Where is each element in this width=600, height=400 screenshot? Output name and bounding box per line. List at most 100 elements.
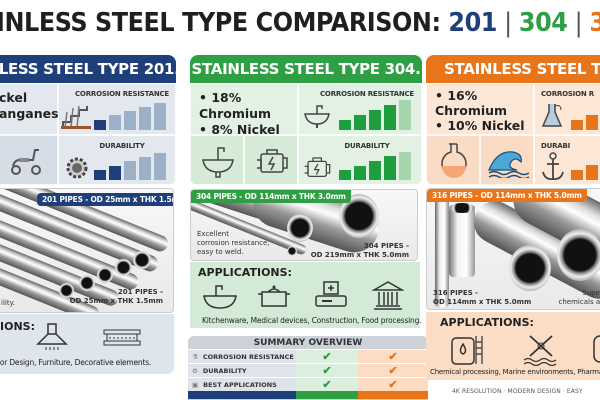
pipe-note-line: 201 PIPES - — [117, 288, 163, 296]
pipes-image-316: 316 PIPES - OD 114mm x THK 5.0mm 316 PIP… — [426, 188, 600, 310]
header-201-text: NLESS STEEL TYPE 201. — [0, 60, 176, 78]
pipe-note-line: 304 PIPES - — [363, 242, 409, 250]
applications-text: Chemical processing, Marine environments… — [430, 368, 600, 376]
flask-icon — [541, 104, 563, 127]
composition-line: • 10% Nickel — [435, 118, 525, 133]
summary-overview: SUMMARY OVERVIEW ⚗ CORROSION RESISTANCE ✔… — [188, 336, 428, 400]
briefcase-icon: ▣ — [192, 380, 199, 389]
summary-row: ▣ BEST APPLICATIONS ✔ ✔ — [188, 377, 428, 391]
corrosion-304: CORROSION RESISTANCE — [298, 83, 422, 135]
pipe-note-line: Excellent — [197, 230, 229, 238]
composition-line: • 16% Chromium — [435, 88, 508, 118]
summary-heading: SUMMARY OVERVIEW — [253, 338, 363, 348]
summary-color-bar — [188, 391, 428, 399]
range-hood-icon — [36, 323, 68, 350]
staircase-icon — [61, 105, 91, 129]
chemical-tank-icon — [451, 336, 483, 365]
applications-heading: APPLICATIONS: — [198, 266, 292, 279]
corrosion-bars-316 — [571, 110, 600, 130]
durability-304: DURABILITY — [298, 135, 422, 185]
durability-label: DURABI — [541, 142, 571, 150]
cooking-pot-icon — [258, 285, 290, 307]
anchor-icon — [542, 152, 564, 181]
pipe-note-line: chemicals and — [558, 298, 600, 306]
composition-line: ckel — [0, 90, 28, 105]
corrosion-316: CORROSION R — [534, 83, 600, 135]
applications-heading: APPLICATIONS: — [440, 316, 534, 329]
summary-row: ⚙ DURABILITY ✔ ✔ — [188, 363, 428, 377]
applications-201: IONS: ior Design, Furniture, Decorative … — [0, 314, 174, 374]
kitchen-sink-icon — [203, 285, 237, 309]
flask-icon: ⚗ — [192, 352, 198, 361]
check-icon: ✔ — [296, 364, 358, 377]
durability-label: DURABILITY — [344, 142, 390, 150]
header-201: NLESS STEEL TYPE 201. — [0, 55, 176, 83]
engine-icon — [304, 157, 331, 177]
title-separator: | — [496, 8, 519, 38]
composition-201: ckel anganese — [0, 83, 67, 135]
corrosion-bars-201 — [94, 103, 166, 130]
title-text: AINLESS STEEL TYPE COMPARISON: — [0, 8, 449, 38]
engine-cell — [244, 135, 298, 185]
footer-tagline: 4K RESOLUTION · MODERN DESIGN · EASY — [452, 388, 583, 395]
gear-icon — [66, 157, 88, 179]
pipe-note-line: easy to weld. — [197, 248, 244, 256]
title-316: 3 — [589, 8, 600, 38]
summary-row-label: DURABILITY — [202, 366, 247, 375]
composition-line: • 18% Chromium — [199, 90, 272, 121]
durability-bars-201 — [94, 153, 166, 180]
cornice-icon — [103, 329, 141, 346]
corrosion-201: CORROSION RESISTANCE — [58, 83, 176, 135]
composition-line: • 8% Nickel — [199, 122, 280, 137]
composition-316: • 16% Chromium • 10% Nickel • 2% Molybde… — [426, 83, 534, 163]
scooter-icon — [11, 149, 41, 175]
title-separator: | — [567, 8, 590, 38]
applications-text: Kitchenware, Medical devices, Constructi… — [202, 316, 422, 325]
pipes-image-201: 201 PIPES - OD 25mm x THK 1.5mm ility. 2… — [0, 188, 174, 313]
corrosion-bars-304 — [339, 100, 411, 130]
applications-text: ior Design, Furniture, Decorative elemen… — [0, 358, 152, 367]
round-flask-icon — [441, 143, 467, 178]
composition-line: anganese — [0, 106, 68, 121]
corrosion-label: CORROSION RESISTANCE — [75, 90, 169, 98]
pipe-tag-201: 201 PIPES - OD 25mm x THK 1.5mm — [37, 193, 173, 206]
header-316: STAINLESS STEEL TYPE — [426, 55, 600, 83]
check-icon: ✔ — [296, 378, 358, 391]
pipe-tag-316: 316 PIPES - OD 114mm x THK 5.0mm — [427, 189, 587, 202]
summary-row-label: CORROSION RESISTANCE — [202, 352, 294, 361]
pipe-note-line: 316 PIPES - — [433, 289, 479, 297]
pipe-note-line: Superio — [582, 289, 600, 297]
sink-icon — [202, 147, 234, 178]
scooter-cell — [0, 135, 58, 185]
engine-icon — [257, 149, 288, 173]
corrosion-label: CORROSION R — [541, 90, 594, 98]
pipe-note-line: OD 219mm x THK 5.0mm — [310, 251, 409, 259]
header-304: STAINLESS STEEL TYPE 304. — [190, 55, 422, 83]
check-icon: ✔ — [296, 350, 358, 363]
applications-304: APPLICATIONS: Kitchenware, Medical devic… — [190, 262, 422, 328]
pipe-side-note: ility. — [1, 299, 15, 307]
medical-device-icon — [315, 281, 347, 307]
applications-316: APPLICATIONS: Chemical processing, Marin… — [426, 312, 600, 380]
sink-cell — [190, 135, 244, 185]
pipe-note-line: corrosion resistance, — [197, 239, 270, 247]
durability-bars-316 — [571, 160, 600, 180]
durability-bars-304 — [339, 152, 411, 180]
pipes-image-304: 304 PIPES - OD 114mm x THK 3.0mm Excelle… — [190, 189, 418, 261]
pharmaceutical-icon — [593, 335, 600, 363]
wave-cell — [480, 135, 534, 185]
engine-icon: ⚙ — [192, 366, 198, 375]
check-icon: ✔ — [358, 378, 428, 391]
building-columns-icon — [372, 281, 404, 310]
pipe-note-line: OD 25mm x THK 1.5mm — [69, 297, 163, 305]
check-icon: ✔ — [358, 350, 428, 363]
page-title: AINLESS STEEL TYPE COMPARISON: 201 | 304… — [0, 8, 600, 38]
title-304: 304 — [518, 8, 568, 38]
pipe-note-line: OD 114mm x THK 5.0mm — [433, 298, 532, 306]
durability-316: DURABI — [534, 135, 600, 185]
durability-201: DURABILITY — [58, 135, 176, 185]
column-304: STAINLESS STEEL TYPE 304. • 18% Chromium… — [190, 55, 422, 185]
summary-row-label: BEST APPLICATIONS — [203, 380, 277, 389]
column-316: STAINLESS STEEL TYPE • 16% Chromium • 10… — [426, 55, 600, 185]
applications-heading: IONS: — [0, 320, 35, 333]
